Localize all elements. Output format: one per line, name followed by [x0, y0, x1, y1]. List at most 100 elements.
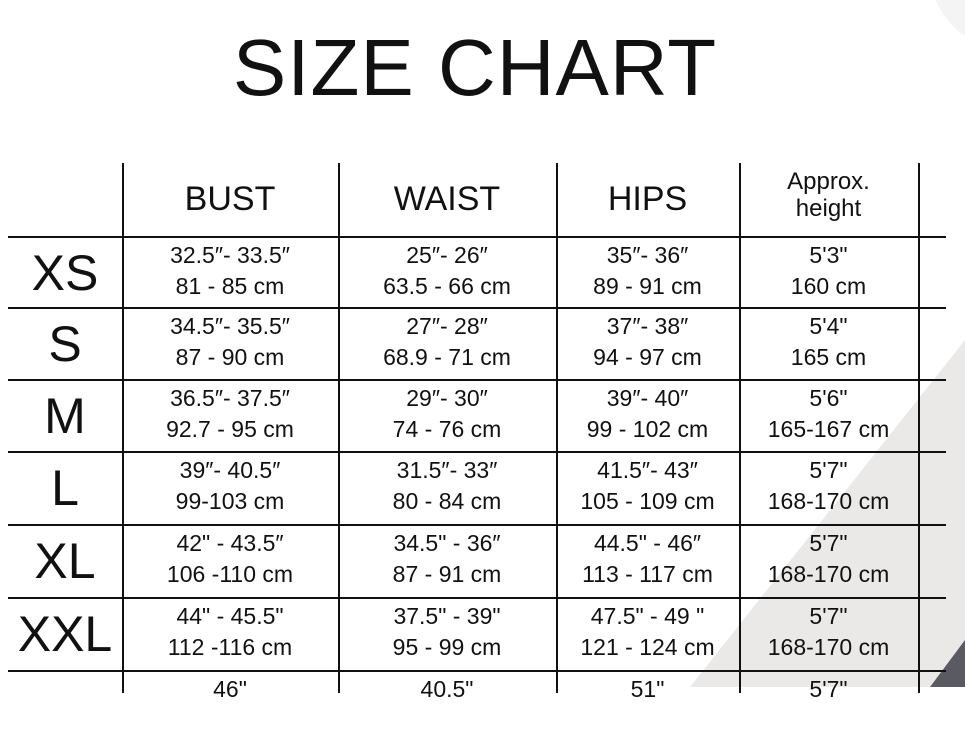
- cell-bust: 36.5″- 37.5″ 92.7 - 95 cm: [122, 383, 338, 449]
- cell-bust: 32.5″- 33.5″ 81 - 85 cm: [122, 240, 338, 306]
- row-divider: [8, 379, 946, 381]
- value-inches: 35″- 36″: [606, 242, 689, 268]
- cell-bust: 39″- 40.5″ 99-103 cm: [122, 455, 338, 521]
- value-cm: [556, 705, 739, 736]
- value-cm: 99 - 102 cm: [586, 416, 709, 442]
- cell-height: 5'7" 168-170 cm: [739, 455, 918, 521]
- value-inches: 47.5" - 49 ": [590, 603, 705, 629]
- cell-hips: 44.5" - 46″ 113 - 117 cm: [556, 528, 739, 594]
- cell-hips: 47.5" - 49 " 121 - 124 cm: [556, 601, 739, 667]
- value-inches: 29″- 30″: [406, 385, 488, 411]
- cell-waist: 29″- 30″ 74 - 76 cm: [338, 383, 556, 449]
- row-divider: [8, 670, 946, 672]
- page-title: SIZE CHART: [232, 23, 718, 112]
- cell-hips: 51": [556, 674, 739, 740]
- value-inches: 31.5″- 33″: [396, 457, 498, 483]
- value-cm: 89 - 91 cm: [593, 273, 702, 299]
- value-inches: 36.5″- 37.5″: [170, 385, 290, 411]
- value-cm: 63.5 - 66 cm: [383, 273, 511, 299]
- value-cm: 74 - 76 cm: [392, 416, 502, 442]
- cell-bust: 34.5″- 35.5″ 87 - 90 cm: [122, 311, 338, 377]
- value-inches: 39″- 40.5″: [179, 457, 281, 483]
- cell-hips: 35″- 36″ 89 - 91 cm: [556, 240, 739, 306]
- value-inches: 27″- 28″: [406, 313, 488, 339]
- column-divider: [739, 163, 741, 693]
- value-cm: [739, 705, 918, 736]
- column-header-height: Approx. height: [739, 168, 918, 228]
- value-cm: 68.9 - 71 cm: [383, 344, 511, 370]
- value-inches: 5'6": [809, 385, 848, 411]
- size-label: XXL: [17, 606, 113, 662]
- value-inches: 37″- 38″: [606, 313, 689, 339]
- value-inches: 32.5″- 33.5″: [170, 242, 290, 268]
- header-approx: Approx.: [787, 168, 870, 195]
- value-cm: 99-103 cm: [175, 488, 285, 514]
- cell-height: 5'6" 165-167 cm: [739, 383, 918, 449]
- value-inches: 44.5" - 46″: [593, 530, 702, 556]
- cell-waist: 27″- 28″ 68.9 - 71 cm: [338, 311, 556, 377]
- row-divider: [8, 597, 946, 599]
- value-cm: 165 cm: [790, 344, 867, 370]
- value-cm: 106 -110 cm: [166, 561, 294, 587]
- value-cm: 113 - 117 cm: [582, 561, 713, 587]
- value-cm: 168-170 cm: [767, 488, 890, 514]
- row-divider: [8, 451, 946, 453]
- value-inches: 5'3": [809, 242, 848, 268]
- size-label: L: [51, 460, 79, 516]
- column-divider: [122, 163, 124, 693]
- cell-hips: 41.5″- 43″ 105 - 109 cm: [556, 455, 739, 521]
- size-label: S: [48, 316, 82, 372]
- background-decoration: [690, 0, 965, 687]
- size-label: XL: [34, 533, 96, 589]
- value-inches: 37.5" - 39": [393, 603, 501, 629]
- column-divider: [918, 163, 920, 693]
- cell-waist: 34.5" - 36″ 87 - 91 cm: [338, 528, 556, 594]
- value-inches: 39″- 40″: [606, 385, 689, 411]
- cell-hips: 39″- 40″ 99 - 102 cm: [556, 383, 739, 449]
- value-inches: 5'7": [809, 530, 848, 556]
- value-cm: 92.7 - 95 cm: [166, 416, 294, 442]
- value-inches: 5'7": [809, 603, 848, 629]
- cell-height: 5'7" 168-170 cm: [739, 601, 918, 667]
- value-cm: 81 - 85 cm: [175, 273, 285, 299]
- value-cm: [122, 705, 338, 736]
- value-inches: 51": [630, 676, 665, 702]
- value-cm: 165-167 cm: [767, 416, 890, 442]
- size-label: XS: [31, 245, 99, 301]
- value-cm: 87 - 90 cm: [175, 344, 285, 370]
- column-header-waist: WAIST: [393, 180, 501, 218]
- cell-waist: 37.5" - 39" 95 - 99 cm: [338, 601, 556, 667]
- cell-waist: 31.5″- 33″ 80 - 84 cm: [338, 455, 556, 521]
- value-inches: 5'4": [809, 313, 848, 339]
- value-cm: 94 - 97 cm: [593, 344, 702, 370]
- value-inches: 42" - 43.5″: [176, 530, 284, 556]
- column-header-hips: HIPS: [607, 180, 688, 218]
- value-inches: 5'7": [809, 457, 848, 483]
- value-cm: 105 - 109 cm: [580, 488, 715, 514]
- cell-height: 5'7" 168-170 cm: [739, 528, 918, 594]
- cell-height: 5'3" 160 cm: [739, 240, 918, 306]
- row-divider: [8, 236, 946, 238]
- value-cm: 95 - 99 cm: [392, 634, 502, 660]
- column-divider: [556, 163, 558, 693]
- row-divider: [8, 307, 946, 309]
- column-header-bust: BUST: [184, 180, 276, 218]
- value-cm: 160 cm: [790, 273, 867, 299]
- value-cm: 112 -116 cm: [167, 634, 293, 660]
- value-inches: 40.5": [420, 676, 474, 702]
- value-inches: 34.5″- 35.5″: [170, 313, 290, 339]
- cell-bust: 44" - 45.5" 112 -116 cm: [122, 601, 338, 667]
- cell-bust: 46": [122, 674, 338, 740]
- value-cm: 80 - 84 cm: [392, 488, 502, 514]
- cell-height: 5'4" 165 cm: [739, 311, 918, 377]
- value-inches: 41.5″- 43″: [597, 457, 698, 483]
- value-inches: 25″- 26″: [406, 242, 488, 268]
- size-label: M: [44, 388, 86, 444]
- cell-waist: 25″- 26″ 63.5 - 66 cm: [338, 240, 556, 306]
- header-height: height: [795, 195, 862, 222]
- cell-waist: 40.5": [338, 674, 556, 740]
- value-inches: 44" - 45.5": [176, 603, 284, 629]
- value-cm: 121 - 124 cm: [580, 634, 715, 660]
- value-cm: 168-170 cm: [767, 561, 890, 587]
- row-divider: [8, 524, 946, 526]
